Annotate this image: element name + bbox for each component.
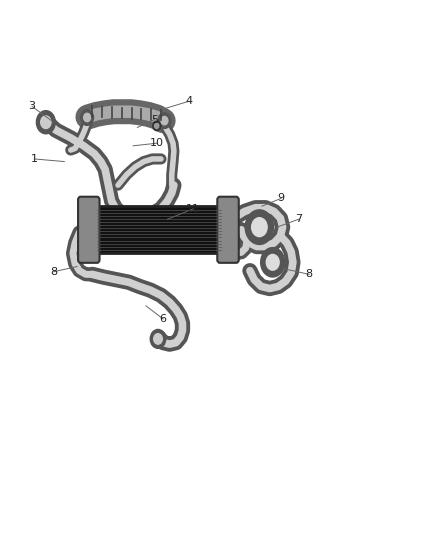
Circle shape xyxy=(36,111,55,134)
Text: 8: 8 xyxy=(50,266,57,277)
Text: 6: 6 xyxy=(159,314,166,324)
Circle shape xyxy=(150,329,166,349)
Text: 3: 3 xyxy=(28,101,35,111)
Text: 7: 7 xyxy=(295,214,302,224)
Circle shape xyxy=(84,114,91,122)
Text: 4: 4 xyxy=(185,96,192,106)
Circle shape xyxy=(154,334,162,344)
Circle shape xyxy=(41,116,51,128)
Text: 5: 5 xyxy=(151,115,158,125)
Text: 1: 1 xyxy=(31,154,38,164)
FancyBboxPatch shape xyxy=(95,206,223,253)
Circle shape xyxy=(161,116,168,125)
Circle shape xyxy=(81,110,94,125)
Circle shape xyxy=(266,254,279,270)
Text: 11: 11 xyxy=(186,204,200,214)
Circle shape xyxy=(155,123,159,128)
Circle shape xyxy=(245,210,274,245)
Circle shape xyxy=(252,217,267,237)
Circle shape xyxy=(261,248,285,277)
Text: 10: 10 xyxy=(150,138,164,148)
Circle shape xyxy=(153,121,161,131)
FancyBboxPatch shape xyxy=(217,197,239,263)
FancyBboxPatch shape xyxy=(78,197,99,263)
Circle shape xyxy=(158,113,171,128)
Text: 9: 9 xyxy=(278,193,285,203)
Text: 8: 8 xyxy=(306,269,313,279)
